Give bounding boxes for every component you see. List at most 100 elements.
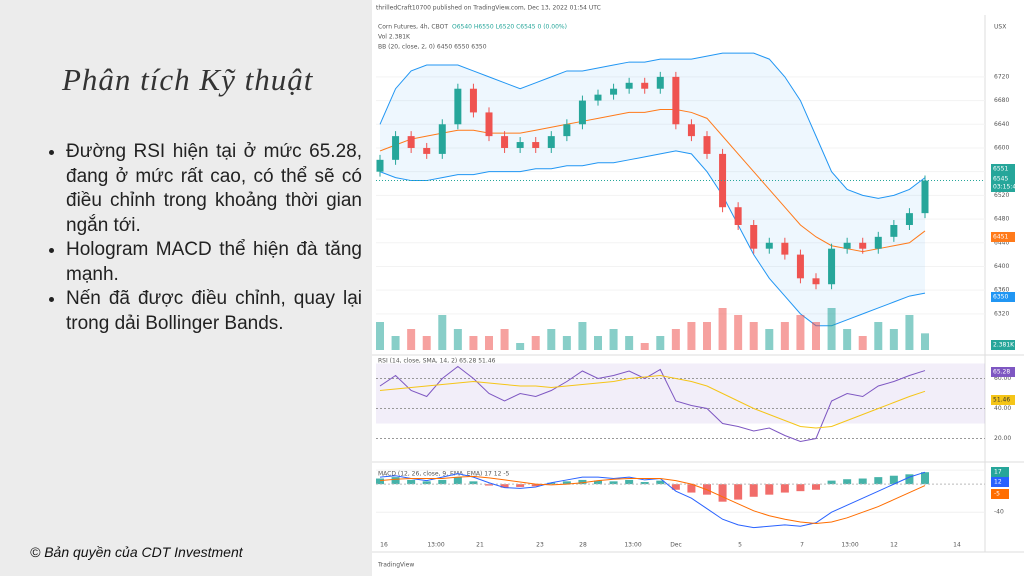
macd-hist-bar xyxy=(578,479,587,485)
macd-hist-bar xyxy=(391,477,400,485)
volume-bar xyxy=(453,329,462,350)
volume-bar xyxy=(921,333,929,350)
volume-bar xyxy=(500,329,509,350)
candle-body xyxy=(532,142,540,148)
x-tick-label: 14 xyxy=(953,542,961,549)
volume-bar xyxy=(625,336,634,350)
candle-body xyxy=(641,82,649,89)
macd-hist-bar xyxy=(827,480,836,485)
macd-hist-bar xyxy=(889,475,898,485)
candle-body xyxy=(828,248,836,285)
candle-body xyxy=(812,278,820,285)
bullet: Hologram MACD thể hiện đà tăng mạnh. xyxy=(66,238,362,287)
candle-body xyxy=(672,76,680,125)
candle-body xyxy=(438,124,446,154)
price-tag-bg xyxy=(991,174,1015,184)
macd-hist-bar xyxy=(547,482,556,485)
candle-body xyxy=(781,242,789,255)
price-tag-bg xyxy=(991,232,1015,242)
candle-body xyxy=(547,136,555,148)
bb-legend: BB (20, close, 2, 0) 6450 6550 6350 xyxy=(378,44,487,51)
macd-hist-bar xyxy=(609,481,618,485)
candle-body xyxy=(407,136,415,148)
volume-bar xyxy=(516,343,525,350)
candle-body xyxy=(454,88,462,125)
volume-bar xyxy=(578,322,587,350)
price-tag-bg xyxy=(991,182,1015,192)
x-tick-label: 23 xyxy=(536,542,544,549)
volume-bar xyxy=(827,308,836,350)
macd-hist-bar xyxy=(640,482,649,485)
volume-bar xyxy=(422,336,431,350)
chart: thrilledCraft10700 published on TradingV… xyxy=(372,0,1024,576)
ohlc: O6540 H6550 L6520 C6545 0 (0.00%) xyxy=(452,24,567,31)
volume-bar xyxy=(656,336,665,350)
candle-body xyxy=(376,159,384,172)
macd-hist-bar xyxy=(749,484,758,497)
x-tick-label: 28 xyxy=(579,542,587,549)
bb-fill xyxy=(380,53,925,326)
macd-hist-bar xyxy=(656,480,665,485)
candle-body xyxy=(874,236,882,249)
price-tag: 6350 xyxy=(993,294,1008,301)
y-tick-label: 6640 xyxy=(994,121,1009,128)
macd-hist-bar xyxy=(765,484,774,495)
macd-legend: MACD (12, 26, close, 9, EMA, EMA) 17 12 … xyxy=(378,471,509,478)
macd-hist-bar xyxy=(485,484,493,486)
y-tick-label: 6400 xyxy=(994,263,1009,270)
volume-bar xyxy=(547,329,556,350)
rsi-tag: 65.28 xyxy=(993,369,1010,376)
price-tag-bg xyxy=(991,164,1015,174)
macd-hist-bar xyxy=(562,481,571,485)
macd-hist-bar xyxy=(796,484,805,492)
candle-body xyxy=(687,124,695,137)
volume-bar xyxy=(874,322,883,350)
price-tag: 6545 xyxy=(993,176,1008,183)
candle-body xyxy=(594,94,602,101)
bullet: Đường RSI hiện tại ở mức 65.28, đang ở m… xyxy=(66,140,362,238)
candle-body xyxy=(750,224,758,249)
rsi-tag-bg xyxy=(991,367,1015,377)
rsi-legend: RSI (14, close, SMA, 14, 2) 65.28 51.46 xyxy=(378,358,496,365)
candle-body xyxy=(625,82,633,89)
volume-bar xyxy=(796,315,805,350)
published: thrilledCraft10700 published on TradingV… xyxy=(376,5,601,12)
macd-hist-bar xyxy=(500,484,509,488)
volume-bar xyxy=(687,322,696,350)
macd-tag-bg xyxy=(991,489,1009,499)
x-tick-label: 13:00 xyxy=(841,542,858,549)
x-tick-label: Dec xyxy=(670,542,682,549)
volume-bar xyxy=(391,336,400,350)
volume-bar xyxy=(671,329,680,350)
y-tick-label: 6720 xyxy=(994,73,1009,80)
candle-body xyxy=(843,242,851,249)
candle-body xyxy=(563,124,571,137)
volume-bar xyxy=(469,336,478,350)
bullet-list: Đường RSI hiện tại ở mức 65.28, đang ở m… xyxy=(48,140,362,336)
macd-hist-bar xyxy=(718,484,727,502)
symbol: Corn Futures, 4h, CBOT xyxy=(378,24,448,31)
volume-bar xyxy=(843,329,852,350)
volume-bar xyxy=(376,322,384,350)
y-tick-label: 6520 xyxy=(994,192,1009,199)
volume-bar xyxy=(562,336,571,350)
candle-body xyxy=(905,213,913,225)
macd-tag: 12 xyxy=(994,479,1002,486)
tv-footer: TradingView xyxy=(377,562,414,569)
price-tag-bg xyxy=(991,292,1015,302)
candle-body xyxy=(734,207,742,225)
slide-title: Phân tích Kỹ thuật xyxy=(62,62,314,97)
macd-hist-bar xyxy=(780,484,789,493)
macd-tag-bg xyxy=(991,467,1009,477)
candle-body xyxy=(516,142,524,148)
y-tick-label: 6480 xyxy=(994,216,1009,223)
text-panel: Phân tích Kỹ thuật Đường RSI hiện tại ở … xyxy=(0,0,372,576)
candle-body xyxy=(501,136,509,148)
macd-hist-bar xyxy=(594,480,602,485)
volume-bar xyxy=(780,322,789,350)
macd-tag: 17 xyxy=(994,469,1002,476)
candle-body xyxy=(796,254,804,279)
price-tag: 2.381K xyxy=(993,342,1015,349)
macd-hist-bar xyxy=(438,479,447,485)
volume-bar xyxy=(889,329,898,350)
